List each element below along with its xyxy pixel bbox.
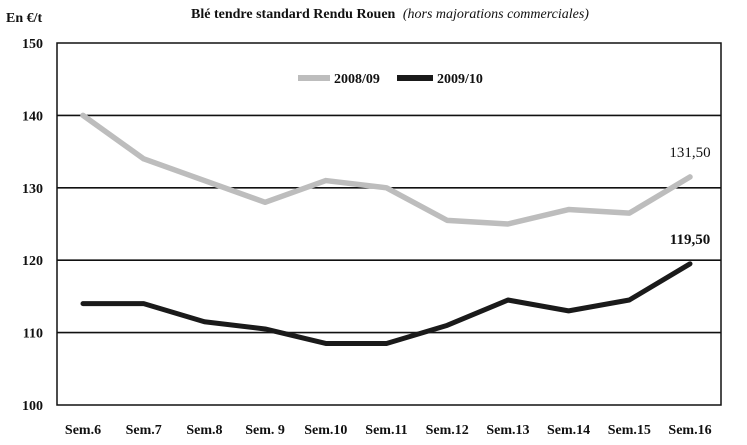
series-line-2008-09 [80, 112, 693, 227]
y-tick-label: 150 [22, 37, 43, 52]
y-axis-ticks: 100 110 120 130 140 150 [22, 37, 43, 414]
y-tick-label: 110 [23, 327, 43, 342]
legend-label-2008-09: 2008/09 [334, 72, 380, 87]
y-tick-label: 120 [22, 254, 43, 269]
x-tick-label: Sem. 9 [245, 423, 285, 438]
end-value-label: 119,50 [670, 232, 710, 248]
chart-subtitle: (hors majorations commerciales) [403, 7, 589, 22]
data-labels: 131,50 119,50 [669, 145, 710, 248]
x-tick-label: Sem.16 [668, 423, 711, 438]
legend-label-2009-10: 2009/10 [437, 72, 483, 87]
plot-area-frame [56, 42, 722, 406]
end-value-label: 131,50 [669, 145, 710, 161]
y-tick-label: 130 [22, 182, 43, 197]
x-tick-label: Sem.8 [186, 423, 222, 438]
y-tick-label: 100 [22, 399, 43, 414]
x-tick-label: Sem.12 [426, 423, 469, 438]
x-tick-label: Sem.6 [65, 423, 101, 438]
legend: 2008/09 2009/10 [298, 72, 483, 87]
series-line-2009-10 [80, 261, 693, 346]
x-tick-label: Sem.13 [486, 423, 529, 438]
y-axis-label: En €/t [6, 11, 43, 26]
chart-title: Blé tendre standard Rendu Rouen (hors ma… [191, 7, 589, 22]
x-tick-label: Sem.14 [547, 423, 590, 438]
x-axis-ticks: Sem.6 Sem.7 Sem.8 Sem. 9 Sem.10 Sem.11 Sem.12 S… [65, 423, 712, 438]
series-lines [80, 112, 693, 346]
x-tick-label: Sem.11 [365, 423, 407, 438]
x-tick-label: Sem.15 [608, 423, 651, 438]
y-tick-label: 140 [22, 109, 43, 124]
x-tick-label: Sem.10 [304, 423, 347, 438]
x-tick-label: Sem.7 [126, 423, 162, 438]
chart-title-main: Blé tendre standard Rendu Rouen [191, 7, 396, 22]
